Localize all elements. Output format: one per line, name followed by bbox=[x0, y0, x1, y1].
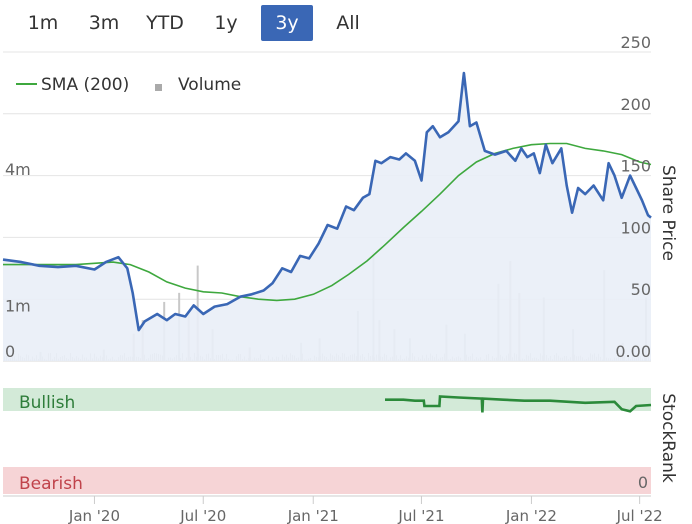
legend-sma-label: SMA (200) bbox=[41, 75, 129, 95]
range-button-3y[interactable]: 3y bbox=[261, 5, 313, 41]
y-tick-label: 250 bbox=[620, 33, 651, 52]
range-button-1m[interactable]: 1m bbox=[27, 12, 59, 34]
legend: SMA (200) Volume bbox=[16, 75, 241, 95]
x-tick-label: Jul '20 bbox=[179, 507, 226, 524]
x-tick-label: Jan '21 bbox=[287, 507, 339, 524]
stockrank-line bbox=[385, 395, 652, 413]
range-button-1y[interactable]: 1y bbox=[214, 12, 238, 34]
y-tick-label: 150 bbox=[620, 157, 651, 176]
y-tick-label: 100 bbox=[620, 218, 651, 237]
stockrank-axis-title: StockRank bbox=[658, 393, 678, 483]
range-selector: 1m 3m YTD 1y 3y All bbox=[0, 5, 400, 43]
y-tick-label: 50 bbox=[631, 280, 651, 299]
x-tick-label: Jan '20 bbox=[68, 507, 120, 524]
volume-tick-label: 4m bbox=[5, 160, 31, 179]
range-button-all[interactable]: All bbox=[336, 12, 360, 34]
x-axis-ticks: Jan '20 Jul '20 Jan '21 Jul '21 Jan '22 Jul '… bbox=[68, 496, 663, 524]
bearish-zone bbox=[3, 467, 651, 494]
price-area-fill bbox=[3, 73, 651, 361]
bullish-zone bbox=[3, 388, 651, 411]
bullish-label: Bullish bbox=[19, 393, 75, 413]
volume-tick-label: 1m bbox=[5, 297, 31, 316]
y-axis-ticks: 0.00 50 100 150 200 250 bbox=[615, 33, 651, 361]
legend-volume-label: Volume bbox=[178, 75, 241, 95]
legend-volume-swatch bbox=[155, 84, 162, 91]
sma-line bbox=[3, 142, 652, 302]
y-tick-label: 200 bbox=[620, 95, 651, 114]
y-tick-label: 0.00 bbox=[615, 342, 651, 361]
stockrank-tick-label: 0 bbox=[638, 473, 648, 492]
x-tick-label: Jul '22 bbox=[616, 507, 663, 524]
volume-axis-ticks: 0 1m 4m bbox=[5, 160, 31, 361]
price-line bbox=[2, 71, 652, 332]
range-button-3m[interactable]: 3m bbox=[88, 12, 120, 34]
bearish-label: Bearish bbox=[19, 474, 83, 494]
x-tick-label: Jan '22 bbox=[505, 507, 557, 524]
volume-tick-label: 0 bbox=[5, 342, 15, 361]
y-axis-title: Share Price bbox=[658, 165, 678, 261]
range-button-ytd[interactable]: YTD bbox=[146, 12, 184, 34]
x-tick-label: Jul '21 bbox=[397, 507, 444, 524]
